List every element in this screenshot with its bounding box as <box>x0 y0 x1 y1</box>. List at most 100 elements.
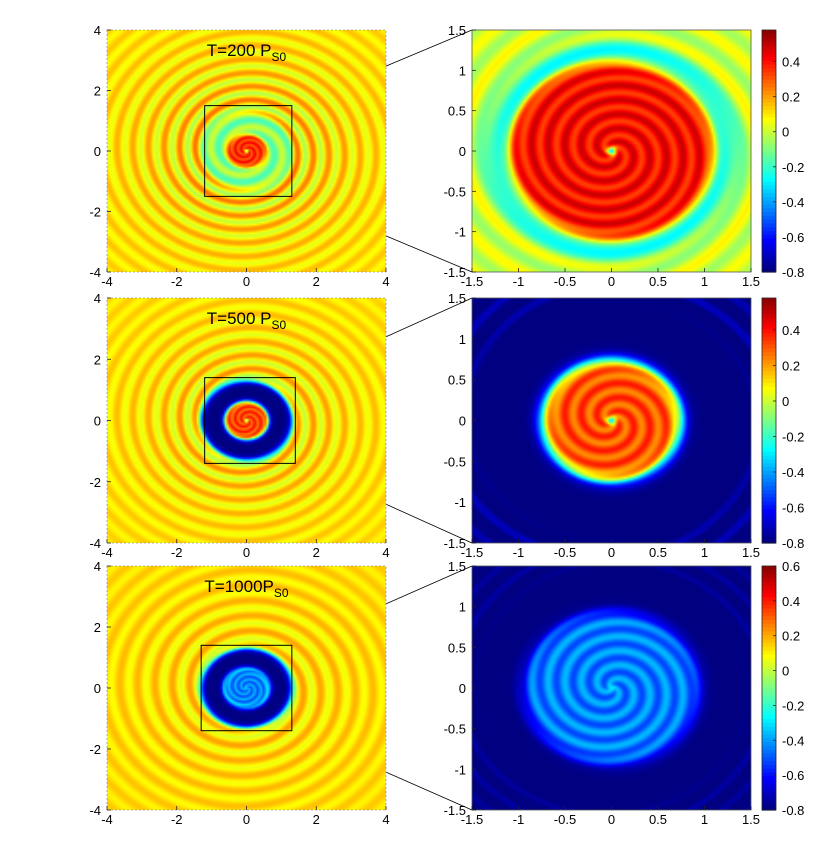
y-tick-label: 4 <box>94 23 101 38</box>
colorbar-step <box>762 615 776 620</box>
zoom-box <box>200 644 293 732</box>
heatmap-image <box>472 298 751 543</box>
colorbar-step <box>762 596 776 601</box>
colorbar-step <box>762 328 776 334</box>
colorbar-step <box>762 60 776 65</box>
colorbar-tick-label: -0.6 <box>782 768 804 783</box>
colorbar-step <box>762 439 776 445</box>
y-tick-label: -0.5 <box>444 454 466 469</box>
colorbar-step <box>762 389 776 395</box>
y-tick-label: -4 <box>89 265 101 280</box>
colorbar-step <box>762 493 776 498</box>
x-tick-label: 1 <box>701 812 708 827</box>
colorbar-step <box>762 691 776 697</box>
colorbar-tick-label: 0 <box>782 394 789 409</box>
x-tick-label: -2 <box>171 274 183 289</box>
colorbar-step <box>762 343 776 349</box>
colorbar-step <box>762 722 776 727</box>
colorbar-step <box>762 726 776 731</box>
colorbar-step <box>762 98 776 103</box>
colorbar-tick-label: -0.2 <box>782 160 804 175</box>
x-tick-label: -1 <box>513 545 525 560</box>
colorbar-tick-label: 0.4 <box>782 323 800 338</box>
colorbar-tick-label: -0.6 <box>782 500 804 515</box>
colorbar-step <box>762 504 776 510</box>
y-tick-label: 0 <box>459 414 466 429</box>
x-tick-label: 0 <box>243 545 250 560</box>
colorbar-step <box>762 139 776 145</box>
colorbar-step <box>762 516 776 521</box>
colorbar-step <box>762 219 776 224</box>
colorbar-step <box>762 627 776 632</box>
x-tick-label: 0.5 <box>649 545 667 560</box>
colorbar-tick-label: -0.8 <box>782 803 804 818</box>
colorbar-step <box>762 790 776 796</box>
colorbar-step <box>762 508 776 513</box>
colorbar-step <box>762 45 776 50</box>
colorbar-tick-label: 0 <box>782 664 789 679</box>
colorbar-step <box>762 512 776 517</box>
colorbar-step <box>762 756 776 762</box>
colorbar-step <box>762 646 776 651</box>
colorbar-step <box>762 585 776 590</box>
colorbar-step <box>762 48 776 54</box>
x-tick-label: -1.5 <box>461 545 483 560</box>
colorbar-step <box>762 158 776 163</box>
panel-full-disk-t500: -4 -2 0 2 4 -4 -2 0 2 4 T=500 PS0 <box>89 291 389 560</box>
y-tick-label: -4 <box>89 536 101 551</box>
y-tick-label: 0 <box>94 681 101 696</box>
colorbar-frame <box>761 297 777 544</box>
panel-zoom-t500: -1.5 -1 -0.5 0 0.5 1 1.5 -1.5 -1 -0.5 0 0.5 1 1.5 <box>444 291 760 560</box>
colorbar-tick-label: 0.4 <box>782 594 800 609</box>
colorbar-step <box>762 462 776 468</box>
x-tick-label: 0.5 <box>649 812 667 827</box>
colorbar-step <box>762 359 776 364</box>
colorbar-step <box>762 798 776 803</box>
colorbar-step <box>762 332 776 337</box>
y-tick-label: 2 <box>94 84 101 99</box>
colorbar-step <box>762 347 776 353</box>
y-tick-label: -0.5 <box>444 722 466 737</box>
x-tick-label: 2 <box>313 274 320 289</box>
colorbar-step <box>762 787 776 792</box>
panel-title: T=1000PS0 <box>204 577 288 600</box>
colorbar-step <box>762 30 776 35</box>
panel-zoom-t1000: -1.5 -1 -0.5 0 0.5 1 1.5 -1.5 -1 -0.5 0 0.5 1 1.5 <box>444 559 760 827</box>
colorbar-step <box>762 794 776 800</box>
colorbar-step <box>762 166 776 171</box>
colorbar-step <box>762 64 776 69</box>
x-tick-label: -2 <box>171 545 183 560</box>
x-tick-label: 2 <box>313 545 320 560</box>
colorbar-step <box>762 309 776 314</box>
colorbar-step <box>762 638 776 643</box>
colorbar-step <box>762 477 776 483</box>
colorbar-step <box>762 424 776 429</box>
colorbar: -0.8 -0.6 -0.4 -0.2 0 0.2 0.4 <box>761 29 804 280</box>
colorbar-step <box>762 665 776 670</box>
colorbar-step <box>762 56 776 61</box>
x-tick-label: 4 <box>382 545 389 560</box>
colorbar-step <box>762 71 776 76</box>
colorbar-step <box>762 109 776 114</box>
colorbar-step <box>762 378 776 383</box>
x-tick-label: 1 <box>701 274 708 289</box>
colorbar-step <box>762 535 776 540</box>
colorbar-step <box>762 320 776 326</box>
x-tick-label: -0.5 <box>554 545 576 560</box>
colorbar-step <box>762 573 776 579</box>
x-tick-label: -0.5 <box>554 274 576 289</box>
colorbar-step <box>762 154 776 160</box>
colorbar-step <box>762 222 776 228</box>
colorbar-step <box>762 600 776 605</box>
colorbar-step <box>762 764 776 769</box>
colorbar-step <box>762 230 776 235</box>
y-tick-label: 0.5 <box>448 373 466 388</box>
colorbar-step <box>762 101 776 107</box>
colorbar-step <box>762 729 776 735</box>
colorbar-step <box>762 177 776 182</box>
colorbar-step <box>762 52 776 58</box>
y-tick-label: -1 <box>454 762 466 777</box>
x-tick-label: 1 <box>701 545 708 560</box>
heatmap-image <box>472 30 751 272</box>
colorbar-frame <box>761 565 777 811</box>
